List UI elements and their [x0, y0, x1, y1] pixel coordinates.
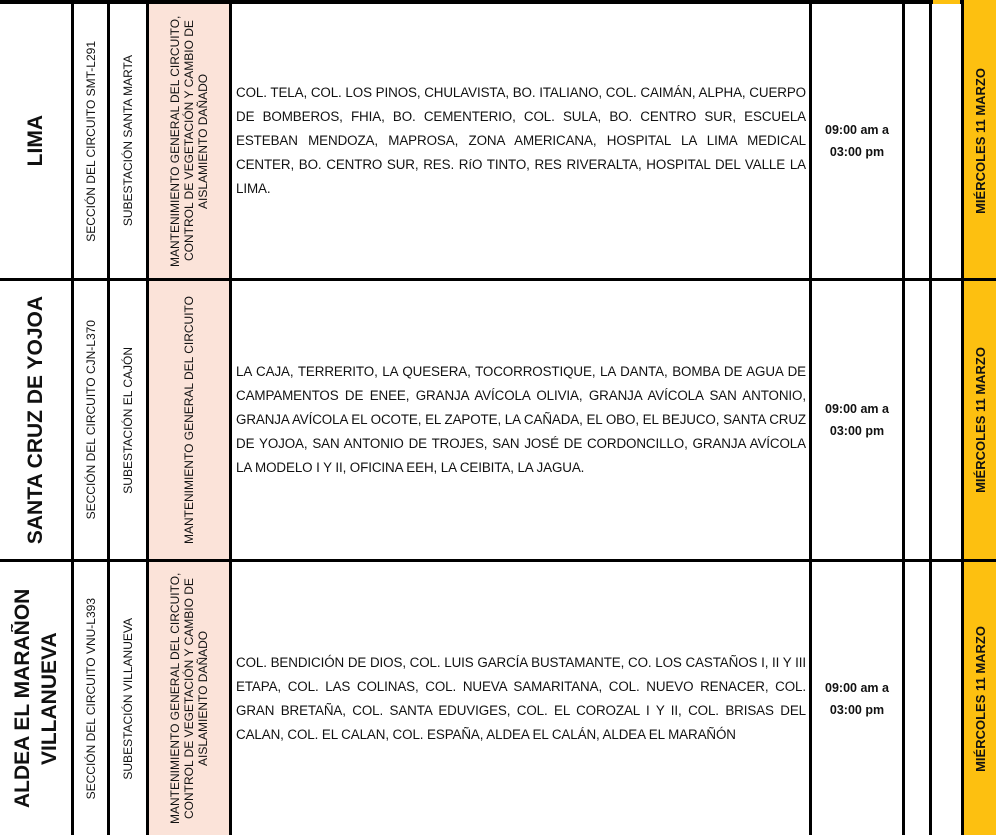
sectors-cell: COL. BENDICIÓN DE DIOS, COL. LUIS GARCÍA…	[232, 562, 809, 835]
date: MIÉRCOLES 11 MARZO	[972, 347, 988, 493]
municipality-cell: SANTA CRUZ DE YOJOA	[0, 281, 71, 559]
municipality-cell: LIMA	[0, 4, 71, 278]
circuit-cell: SECCIÓN DEL CIRCUITO SMT-L291	[74, 4, 107, 278]
time-range: 09:00 am a	[825, 123, 889, 137]
header-fill	[933, 0, 960, 4]
date-cell: MIÉRCOLES 11 MARZO	[964, 4, 996, 278]
municipality: LIMA	[24, 115, 47, 167]
sectors-cell: LA CAJA, TERRERITO, LA QUESERA, TOCORROS…	[232, 281, 809, 559]
substation: SUBESTACIÓN VILLANUEVA	[121, 617, 135, 780]
blank-cell	[932, 281, 961, 559]
date: MIÉRCOLES 11 MARZO	[972, 625, 988, 772]
time-cell: 09:00 am a 03:00 pm	[812, 4, 902, 278]
affected-sectors: COL. BENDICIÓN DE DIOS, COL. LUIS GARCÍA…	[236, 654, 806, 742]
substation: SUBESTACIÓN SANTA MARTA	[121, 55, 135, 227]
circuit-section: SECCIÓN DEL CIRCUITO SMT-L291	[83, 40, 98, 242]
time-range: 03:00 pm	[829, 702, 885, 717]
work-description: MANTENIMIENTO GENERAL DEL CIRCUITO, CONT…	[168, 15, 210, 267]
affected-sectors: LA CAJA, TERRERITO, LA QUESERA, TOCORROS…	[236, 364, 806, 475]
substation-cell: SUBESTACIÓN EL CAJÓN	[110, 281, 146, 559]
substation-cell: SUBESTACIÓN SANTA MARTA	[110, 4, 146, 278]
municipality: SANTA CRUZ DE YOJOA	[24, 295, 47, 545]
work-cell: MANTENIMIENTO GENERAL DEL CIRCUITO, CONT…	[149, 4, 229, 278]
time-range: 03:00 pm	[829, 424, 885, 438]
blank-cell	[905, 562, 929, 835]
header-fill	[964, 0, 996, 4]
work-description: MANTENIMIENTO GENERAL DEL CIRCUITO	[182, 295, 196, 545]
work-description: MANTENIMIENTO GENERAL DEL CIRCUITO, CONT…	[168, 572, 210, 825]
circuit-section: SECCIÓN DEL CIRCUITO CJN-L370	[83, 320, 98, 520]
sectors-cell: COL. TELA, COL. LOS PINOS, CHULAVISTA, B…	[232, 4, 809, 278]
affected-sectors: COL. TELA, COL. LOS PINOS, CHULAVISTA, B…	[236, 85, 806, 196]
time-range: 09:00 am a	[825, 680, 889, 695]
time-cell: 09:00 am a 03:00 pm	[812, 281, 902, 559]
blank-cell	[905, 4, 929, 278]
circuit-cell: SECCIÓN DEL CIRCUITO CJN-L370	[74, 281, 107, 559]
date-cell: MIÉRCOLES 11 MARZO	[964, 562, 996, 835]
time-range: 09:00 am a	[825, 402, 889, 416]
blank-cell	[932, 4, 961, 278]
time-range: 03:00 pm	[829, 145, 885, 159]
circuit-cell: SECCIÓN DEL CIRCUITO VNU-L393	[74, 562, 107, 835]
circuit-section: SECCIÓN DEL CIRCUITO VNU-L393	[83, 597, 98, 800]
substation-cell: SUBESTACIÓN VILLANUEVA	[110, 562, 146, 835]
municipality: ALDEA EL MARAÑON VILLANUEVA	[10, 588, 61, 809]
time-cell: 09:00 am a 03:00 pm	[812, 562, 902, 835]
work-cell: MANTENIMIENTO GENERAL DEL CIRCUITO	[149, 281, 229, 559]
substation: SUBESTACIÓN EL CAJÓN	[121, 346, 135, 494]
date-cell: MIÉRCOLES 11 MARZO	[964, 281, 996, 559]
work-cell: MANTENIMIENTO GENERAL DEL CIRCUITO, CONT…	[149, 562, 229, 835]
date: MIÉRCOLES 11 MARZO	[972, 68, 988, 214]
blank-cell	[905, 281, 929, 559]
municipality-cell: ALDEA EL MARAÑON VILLANUEVA	[0, 562, 71, 835]
blank-cell	[932, 562, 961, 835]
